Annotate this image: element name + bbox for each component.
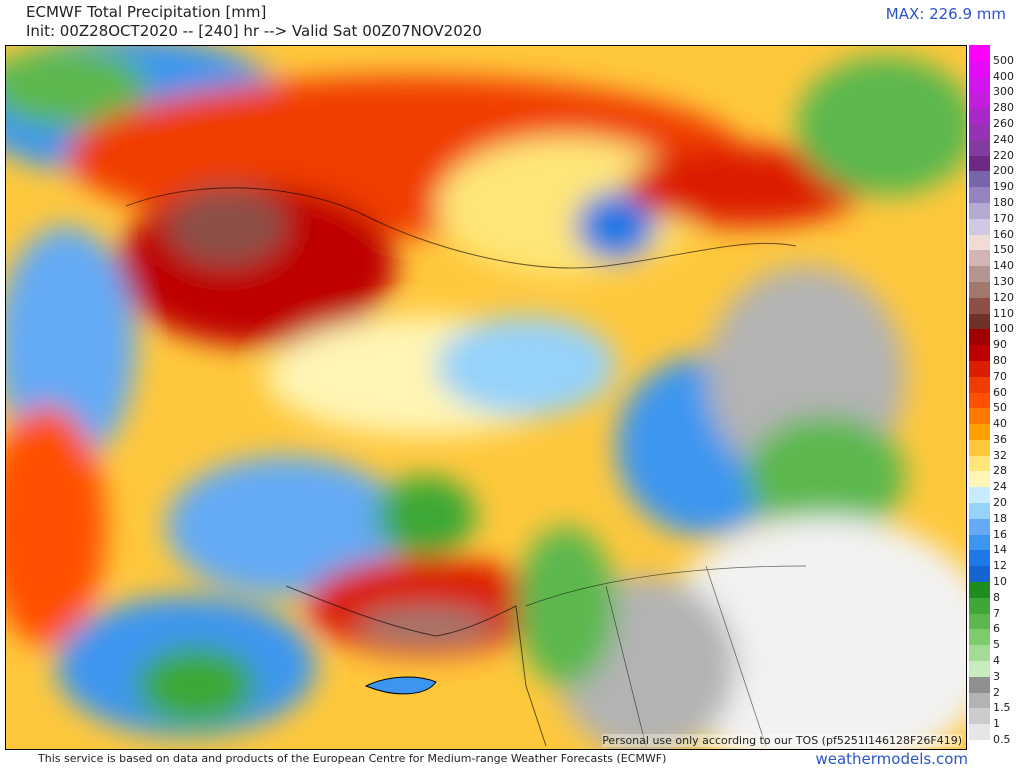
legend-label: 18 [993, 511, 1007, 525]
legend-swatch [969, 439, 990, 457]
legend-swatch [969, 550, 990, 567]
legend-swatch [969, 645, 990, 662]
legend-label: 1.5 [993, 701, 1011, 715]
legend-label: 130 [993, 274, 1014, 288]
legend-swatch [969, 329, 990, 346]
legend-label: 3 [993, 669, 1000, 683]
legend-swatch [969, 234, 990, 251]
credit: This service is based on data and produc… [38, 752, 667, 765]
legend-label: 60 [993, 385, 1007, 399]
legend-label: 240 [993, 132, 1014, 146]
legend-label: 150 [993, 243, 1014, 257]
legend-label: 24 [993, 480, 1007, 494]
legend-swatch [969, 108, 990, 125]
color-legend: 500 400 300 280 260 240 220 200 190 180 170 160 150 1… [969, 45, 1024, 746]
legend-swatch [969, 408, 990, 425]
legend-label: 110 [993, 306, 1014, 320]
legend-swatch [969, 613, 990, 630]
legend-label: 300 [993, 85, 1014, 99]
legend-label: 36 [993, 432, 1007, 446]
legend-label: 7 [993, 606, 1000, 620]
max-value: MAX: 226.9 mm [885, 5, 1006, 23]
legend-swatch [969, 123, 990, 141]
legend-swatch [969, 724, 990, 741]
legend-swatch [969, 45, 990, 62]
legend-swatch [969, 218, 990, 236]
legend-swatch [969, 582, 990, 599]
legend-swatch [969, 297, 990, 314]
legend-label: 220 [993, 148, 1014, 162]
legend-label: 14 [993, 543, 1007, 557]
legend-swatch [969, 471, 990, 488]
legend-swatch [969, 60, 990, 78]
legend-label: 28 [993, 464, 1007, 478]
legend-swatch [969, 360, 990, 378]
legend-label: 140 [993, 259, 1014, 273]
legend-swatch [969, 676, 990, 694]
legend-label: 10 [993, 575, 1007, 589]
legend-label: 32 [993, 448, 1007, 462]
legend-swatch [969, 487, 990, 504]
legend-label: 170 [993, 211, 1014, 225]
legend-label: 5 [993, 638, 1000, 652]
legend-swatch [969, 76, 990, 93]
legend-label: 8 [993, 590, 1000, 604]
legend-swatch [969, 250, 990, 267]
init-line: Init: 00Z28OCT2020 -- [240] hr --> Valid… [26, 22, 482, 40]
legend-swatch [969, 424, 990, 441]
legend-label: 120 [993, 290, 1014, 304]
legend-label: 4 [993, 654, 1000, 668]
legend-label: 70 [993, 369, 1007, 383]
legend-swatch [969, 692, 990, 709]
legend-swatch [969, 597, 990, 615]
legend-label: 400 [993, 69, 1014, 83]
legend-swatch [969, 171, 990, 188]
legend-label: 50 [993, 401, 1007, 415]
legend-label: 500 [993, 53, 1014, 67]
legend-label: 180 [993, 195, 1014, 209]
legend-label: 1 [993, 717, 1000, 731]
legend-label: 80 [993, 353, 1007, 367]
legend-label: 90 [993, 338, 1007, 352]
legend-swatch [969, 313, 990, 330]
legend-swatch [969, 376, 990, 393]
legend-swatch [969, 566, 990, 583]
legend-label: 6 [993, 622, 1000, 636]
legend-label: 12 [993, 559, 1007, 573]
legend-swatch [969, 455, 990, 472]
legend-label: 200 [993, 164, 1014, 178]
legend-swatch [969, 266, 990, 283]
legend-swatch [969, 202, 990, 220]
legend-swatch [969, 281, 990, 299]
legend-label: 160 [993, 227, 1014, 241]
legend-label: 100 [993, 322, 1014, 336]
legend-swatch [969, 629, 990, 646]
legend-label: 16 [993, 527, 1007, 541]
legend-swatch [969, 708, 990, 725]
legend-label: 40 [993, 417, 1007, 431]
legend-swatch [969, 139, 990, 157]
legend-label: 20 [993, 496, 1007, 510]
legend-swatch [969, 187, 990, 204]
map: Personal use only according to our TOS (… [5, 45, 967, 750]
legend-label: 280 [993, 101, 1014, 115]
legend-swatch [969, 518, 990, 536]
legend-label: 260 [993, 116, 1014, 130]
legend-swatch [969, 345, 990, 362]
map-field [6, 46, 966, 749]
legend-label: 0.5 [993, 733, 1011, 746]
site-link[interactable]: weathermodels.com [815, 750, 968, 768]
legend-swatch [969, 392, 990, 409]
title: ECMWF Total Precipitation [mm] [26, 3, 267, 21]
legend-swatch [969, 534, 990, 551]
legend-label: 2 [993, 685, 1000, 699]
legend-swatch [969, 155, 990, 172]
legend-swatch [969, 503, 990, 520]
tos-notice: Personal use only according to our TOS (… [602, 734, 962, 747]
legend-swatch [969, 661, 990, 678]
legend-swatch [969, 92, 990, 109]
legend-label: 190 [993, 180, 1014, 194]
